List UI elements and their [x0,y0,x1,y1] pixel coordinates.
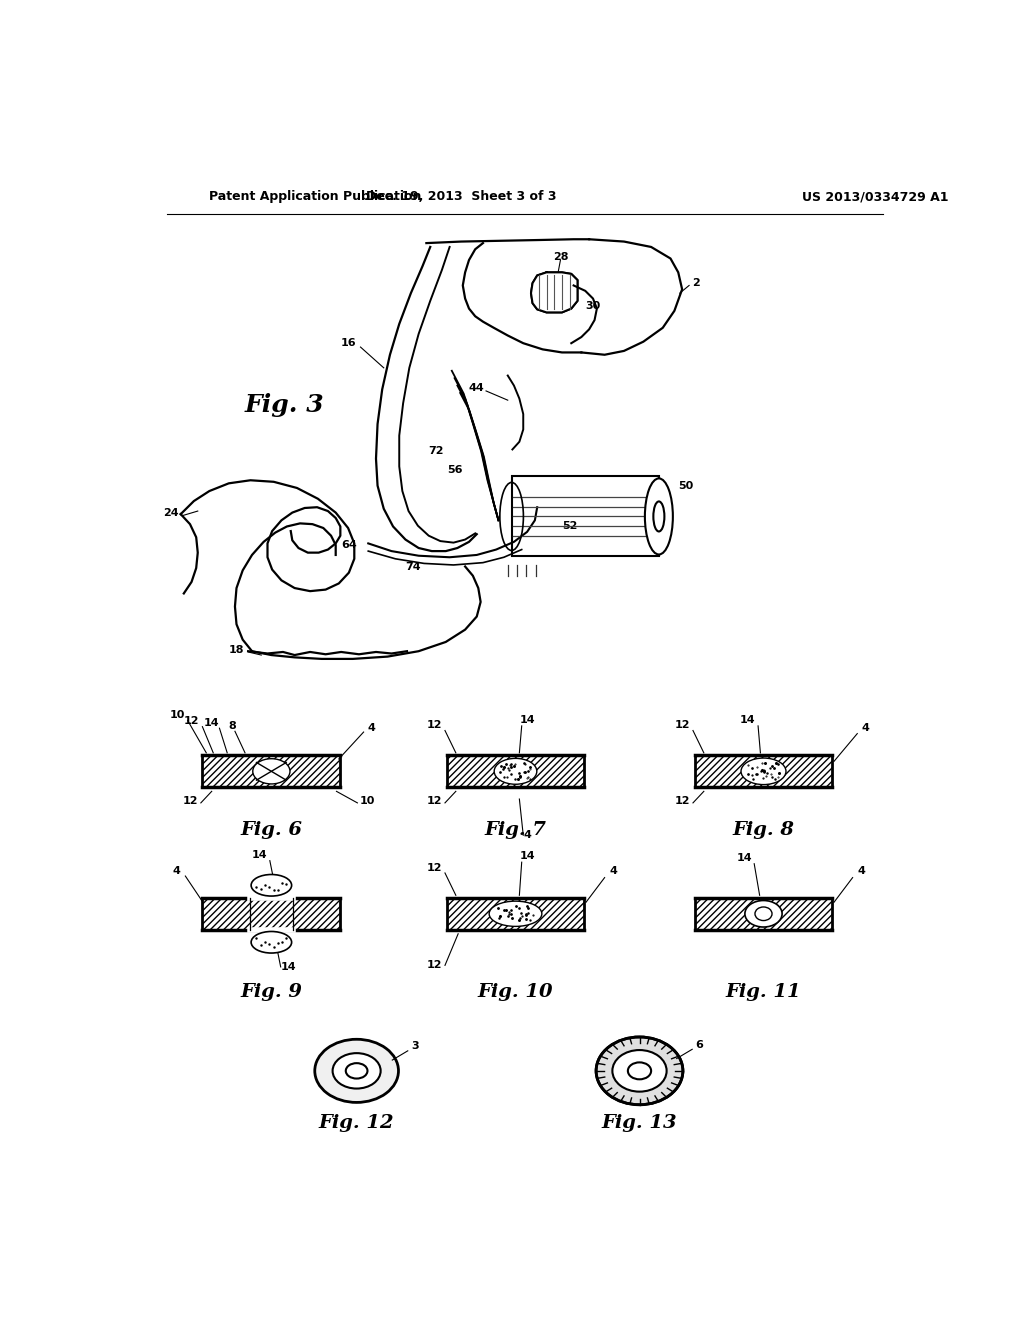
Bar [694,755,833,788]
Text: 12: 12 [427,863,442,873]
Ellipse shape [253,759,290,784]
Text: 3: 3 [411,1041,419,1051]
Ellipse shape [596,1038,683,1105]
Text: 12: 12 [427,721,442,730]
Text: 4: 4 [857,866,865,876]
Text: Fig. 12: Fig. 12 [318,1114,394,1133]
Ellipse shape [645,478,673,554]
Text: 12: 12 [427,961,442,970]
Bar [446,755,585,788]
Text: 44: 44 [469,383,484,393]
Text: 10: 10 [170,710,185,721]
Text: Fig. 9: Fig. 9 [241,982,302,1001]
Text: Fig. 10: Fig. 10 [477,982,553,1001]
Text: Fig. 3: Fig. 3 [245,393,324,417]
Ellipse shape [314,1039,398,1102]
Text: 52: 52 [562,520,578,531]
Text: 2: 2 [692,279,700,288]
Text: 64: 64 [341,540,356,550]
Text: 74: 74 [406,561,421,572]
Text: 56: 56 [447,465,463,475]
Ellipse shape [346,1063,368,1078]
Ellipse shape [495,759,537,784]
Text: 12: 12 [675,721,690,730]
Text: Fig. 7: Fig. 7 [484,821,547,838]
Text: Fig. 8: Fig. 8 [732,821,795,838]
Text: 8: 8 [228,721,237,731]
Bar [694,898,833,929]
Text: 4: 4 [523,829,531,840]
Text: 24: 24 [163,508,178,517]
Text: Fig. 6: Fig. 6 [241,821,302,838]
Text: 14: 14 [736,853,752,863]
Text: 4: 4 [862,722,869,733]
Text: 4: 4 [609,866,617,876]
Text: 4: 4 [173,866,180,876]
Bar [203,755,340,788]
Text: 12: 12 [427,796,442,807]
Ellipse shape [744,900,782,927]
Text: Fig. 11: Fig. 11 [726,982,802,1001]
Ellipse shape [741,758,786,784]
Bar [203,898,340,929]
Text: 6: 6 [695,1040,703,1049]
Text: 12: 12 [675,796,690,807]
Ellipse shape [251,932,292,953]
Text: Dec. 19, 2013  Sheet 3 of 3: Dec. 19, 2013 Sheet 3 of 3 [366,190,556,203]
Ellipse shape [628,1063,651,1080]
Ellipse shape [612,1051,667,1092]
Text: 14: 14 [204,718,219,727]
Text: 10: 10 [359,796,375,807]
Text: 16: 16 [341,338,356,348]
Text: 14: 14 [519,715,535,725]
Text: 50: 50 [678,480,693,491]
Text: 14: 14 [740,715,756,725]
Bar [446,755,585,788]
Text: 14: 14 [519,851,535,861]
Text: 18: 18 [228,644,245,655]
Text: 4: 4 [368,722,376,733]
Polygon shape [531,272,578,313]
Text: 14: 14 [281,962,296,972]
Text: 28: 28 [553,252,568,261]
Bar [446,898,585,929]
Ellipse shape [489,902,542,927]
Text: 72: 72 [429,446,444,455]
Ellipse shape [251,875,292,896]
Bar [694,755,833,788]
Text: 12: 12 [183,796,199,807]
Bar [203,755,340,788]
Text: 14: 14 [252,850,267,859]
Bar [512,477,658,557]
Bar [203,898,340,929]
Text: 30: 30 [586,301,600,312]
Bar [694,898,833,929]
Bar [446,898,585,929]
Text: 12: 12 [183,717,200,726]
Text: US 2013/0334729 A1: US 2013/0334729 A1 [802,190,949,203]
Text: Fig. 13: Fig. 13 [602,1114,677,1133]
Ellipse shape [333,1053,381,1089]
Text: Patent Application Publication: Patent Application Publication [209,190,422,203]
